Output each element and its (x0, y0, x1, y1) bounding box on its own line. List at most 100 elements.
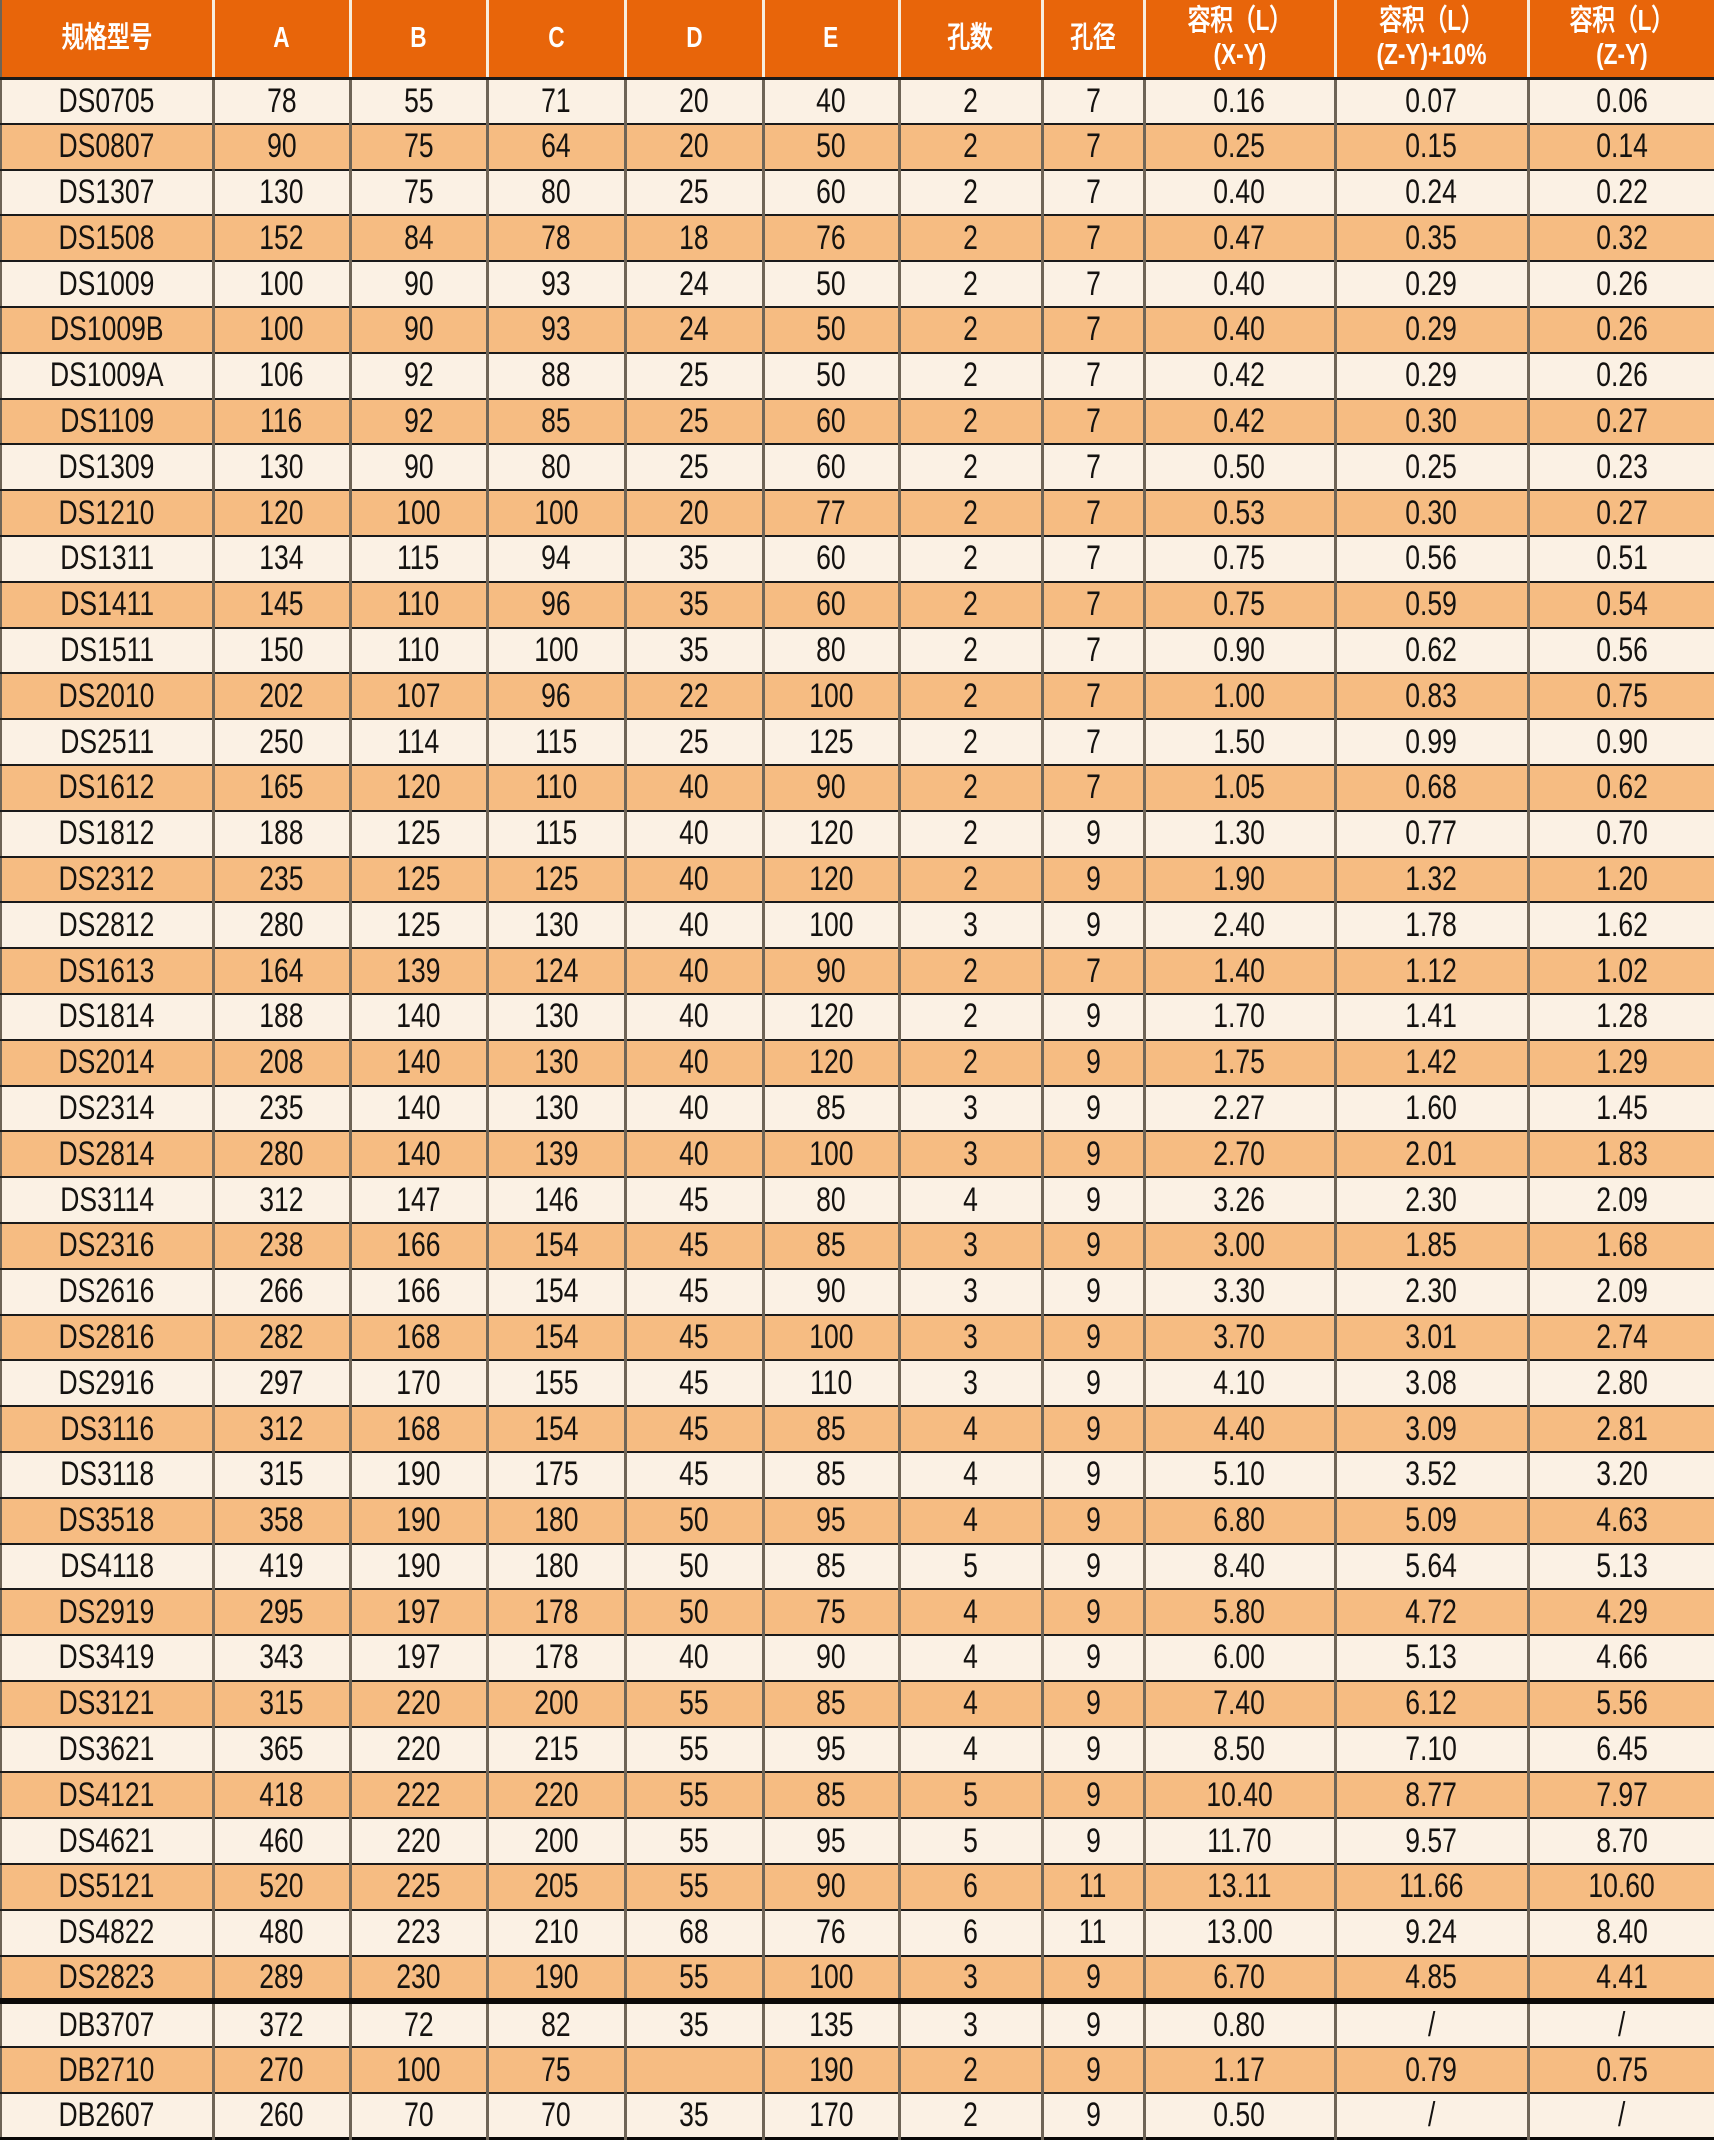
table-row: DS1009B 100 90 93 24 50 2 7 0.40 0.29 0.26 (1, 305, 1714, 353)
cell-value: 0.75 (1595, 2050, 1648, 2089)
cell-vol_xy: 1.90 (1142, 855, 1335, 903)
cell-value: 35 (679, 2096, 709, 2135)
cell-A: 90 (211, 122, 350, 170)
cell-value: DS2511 (59, 722, 154, 761)
cell-value: 140 (396, 1134, 441, 1173)
cell-holes: 2 (897, 260, 1042, 307)
cell-E: 95 (761, 1496, 899, 1544)
cell-value: 2 (963, 127, 978, 166)
cell-value: 197 (396, 1592, 441, 1631)
cell-A: 270 (211, 2046, 350, 2094)
cell-value: 55 (679, 1684, 709, 1723)
cell-C: 200 (485, 1817, 625, 1865)
cell-value: 0.40 (1213, 172, 1266, 211)
cell-value: 9 (1085, 1317, 1101, 1356)
cell-value: 230 (396, 1958, 441, 1997)
cell-value: 4 (963, 1501, 978, 1540)
cell-vol_zy10: 0.62 (1333, 626, 1528, 674)
cell-value: 3.08 (1405, 1363, 1458, 1402)
cell-hole_dia: 9 (1040, 1450, 1144, 1498)
cell-value: DS2814 (58, 1134, 155, 1173)
cell-value: 5 (963, 1546, 978, 1585)
cell-value: 154 (533, 1226, 579, 1265)
cell-E: 125 (761, 718, 899, 765)
cell-value: 115 (397, 539, 440, 578)
header-row: 规格型号 A B C D E 孔数 孔径 容积（L） (X-Y) 容积（L） (Z-Y)+10% 容… (1, 0, 1714, 80)
cell-model: DS2314 (1, 1084, 213, 1132)
cell-A: 520 (211, 1863, 350, 1910)
cell-hole_dia: 9 (1040, 1130, 1144, 1178)
cell-value: 7 (1085, 172, 1101, 211)
cell-holes: 2 (897, 718, 1042, 765)
table-row: DS1612 165 120 110 40 90 2 7 1.05 0.68 0.62 (1, 763, 1714, 811)
cell-value: 152 (259, 218, 304, 257)
cell-value: 188 (259, 814, 304, 853)
cell-value: 2.01 (1405, 1134, 1458, 1173)
cell-value: 0.62 (1405, 630, 1458, 669)
table-row: DS2812 280 125 130 40 100 3 9 2.40 1.78 1.62 (1, 901, 1714, 949)
cell-value: 0.25 (1405, 447, 1458, 486)
cell-E: 85 (761, 1542, 899, 1590)
cell-C: 130 (485, 901, 625, 949)
cell-vol_xy: 0.16 (1142, 77, 1335, 124)
cell-value: 312 (259, 1409, 304, 1448)
cell-vol_xy: 0.50 (1142, 2092, 1335, 2139)
cell-value: 9 (1085, 997, 1101, 1036)
cell-holes: 4 (897, 1496, 1042, 1544)
cell-D: 45 (623, 1176, 763, 1223)
cell-value: 85 (816, 1684, 846, 1723)
table-row: DS1309 130 90 80 25 60 2 7 0.50 0.25 0.23 (1, 443, 1714, 491)
cell-E: 85 (761, 1450, 899, 1498)
cell-value: 2.74 (1595, 1317, 1648, 1356)
cell-D: 55 (623, 1954, 763, 2002)
cell-value: 120 (808, 1043, 854, 1082)
cell-holes: 3 (897, 1084, 1042, 1132)
cell-value: 1.32 (1405, 859, 1458, 898)
cell-value: 2.81 (1595, 1409, 1648, 1448)
cell-value: 9 (1085, 1180, 1101, 1219)
cell-value: 130 (533, 1088, 579, 1127)
cell-D: 35 (623, 626, 763, 674)
cell-C: 71 (485, 77, 625, 124)
cell-vol_zy: 5.56 (1526, 1679, 1714, 1727)
cell-C: 220 (485, 1771, 625, 1819)
cell-value: 4 (963, 1730, 978, 1769)
cell-hole_dia: 9 (1040, 1176, 1144, 1223)
cell-value: 9 (1085, 1638, 1101, 1677)
column-header-A: A (211, 0, 350, 80)
cell-value: 90 (816, 1272, 846, 1311)
cell-vol_zy10: 9.24 (1333, 1908, 1528, 1956)
cell-hole_dia: 7 (1040, 672, 1144, 720)
cell-value: 35 (679, 630, 709, 669)
cell-value: 90 (816, 768, 846, 807)
cell-vol_zy10: 11.66 (1333, 1863, 1528, 1910)
cell-vol_zy: 0.06 (1526, 77, 1714, 124)
cell-vol_zy10: 0.07 (1333, 77, 1528, 124)
cell-value: 4.72 (1405, 1592, 1458, 1631)
cell-hole_dia: 9 (1040, 809, 1144, 857)
cell-value: 0.26 (1595, 356, 1648, 395)
cell-value: DS3118 (59, 1455, 154, 1494)
cell-value: 100 (533, 630, 579, 669)
cell-E: 190 (761, 2046, 899, 2094)
cell-A: 358 (211, 1496, 350, 1544)
cell-value: 139 (533, 1134, 579, 1173)
cell-value: 5.80 (1213, 1592, 1266, 1631)
cell-value: 95 (816, 1821, 846, 1860)
cell-model: DB2607 (1, 2092, 213, 2139)
cell-vol_xy: 1.50 (1142, 718, 1335, 765)
cell-value: 90 (403, 310, 434, 349)
cell-value: 125 (533, 859, 579, 898)
cell-A: 100 (211, 260, 350, 307)
cell-value: 92 (403, 401, 434, 440)
cell-value: 418 (259, 1775, 304, 1814)
cell-E: 76 (761, 214, 899, 262)
cell-value: 0.27 (1595, 493, 1648, 532)
cell-hole_dia: 7 (1040, 580, 1144, 628)
cell-value: 0.59 (1405, 585, 1458, 624)
cell-value: 9 (1085, 1546, 1101, 1585)
cell-model: DS1009B (1, 305, 213, 353)
cell-hole_dia: 9 (1040, 1634, 1144, 1681)
cell-model: DS4118 (1, 1542, 213, 1590)
cell-vol_xy: 0.75 (1142, 534, 1335, 582)
